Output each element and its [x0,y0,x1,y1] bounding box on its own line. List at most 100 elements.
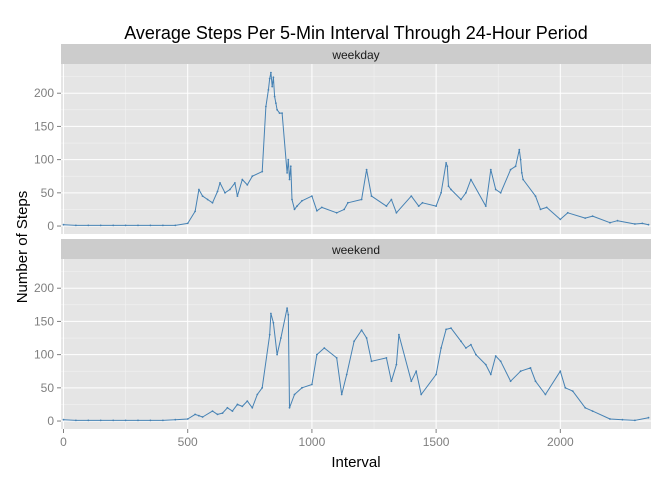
data-point [216,190,219,193]
data-point [499,360,502,363]
data-point [270,71,272,74]
data-point [347,201,349,204]
data-point [566,211,569,214]
y-tick-label: 50 [41,381,55,395]
data-point [584,406,587,409]
data-point [390,198,393,201]
data-point [514,165,517,168]
data-point [301,386,303,389]
data-point [280,337,282,339]
data-point [571,390,574,392]
data-point [251,406,254,409]
data-point [545,206,548,209]
data-point [241,405,244,408]
data-point [62,223,65,226]
data-point [460,340,462,343]
data-point [112,419,115,422]
data-point [137,419,139,422]
y-tick-label: 50 [41,186,55,200]
data-point [124,419,127,422]
data-point [435,205,437,208]
data-point [224,191,226,194]
data-point [281,112,283,114]
data-point [221,412,224,414]
data-point [316,353,318,356]
data-point [475,353,477,356]
data-point [415,370,418,373]
x-axis: 0 500 1000 1500 2000 [60,429,574,449]
data-point [484,363,487,366]
data-point [621,418,624,421]
data-point [509,168,512,171]
data-point [365,168,368,171]
data-point [201,416,204,418]
data-point [276,108,278,111]
data-point [289,165,292,168]
data-point [385,205,388,208]
x-tick-label: 2000 [547,435,574,449]
data-point [219,182,221,184]
data-point [518,148,521,151]
data-point [323,347,326,349]
y-tick-label: 150 [34,314,54,328]
data-point [534,195,537,198]
data-point [647,416,650,419]
data-point [450,188,452,191]
y-tick-label: 100 [34,348,54,362]
panel-background [61,259,651,429]
data-point [465,347,467,349]
data-point [267,89,270,91]
data-point [87,224,90,227]
data-point [370,360,373,363]
strip-weekend [61,239,651,259]
data-point [316,209,318,212]
data-point [559,218,562,221]
data-point [345,373,348,376]
x-axis-title: Interval [331,454,380,471]
data-point [206,198,209,201]
data-point [286,172,288,174]
data-point [470,343,472,346]
data-point [544,393,547,396]
data-point [499,191,502,194]
panel-weekday: weekday 0 50 100 150 200 [34,44,651,234]
data-point [647,223,650,226]
data-point [276,353,278,356]
data-point [445,162,447,164]
data-point [149,419,152,422]
data-point [241,178,244,181]
data-point [320,206,323,209]
data-point [489,373,492,376]
data-point [288,178,291,181]
data-point [470,178,472,181]
data-point [520,172,523,174]
data-point [584,217,587,220]
data-point [137,224,139,227]
data-point [370,195,373,198]
data-point [591,410,594,412]
y-tick-label: 200 [34,86,54,100]
data-point [261,170,264,173]
data-point [609,221,611,224]
y-tick-label: 200 [34,281,54,295]
data-point [194,210,197,213]
data-point [353,340,355,343]
data-point [174,418,177,421]
data-point [311,383,313,386]
data-point [268,77,271,80]
data-point [360,329,363,331]
data-point [272,321,275,324]
data-point [251,175,254,178]
data-point [335,357,338,359]
data-point [343,208,346,211]
data-point [564,386,567,389]
data-point [609,418,611,420]
data-point [494,355,497,357]
data-point [261,386,264,389]
data-point [395,211,398,214]
y-tick-label: 150 [34,119,54,133]
x-tick-label: 0 [60,435,67,449]
data-point [410,380,413,383]
data-point [265,105,267,108]
data-point [440,191,442,194]
